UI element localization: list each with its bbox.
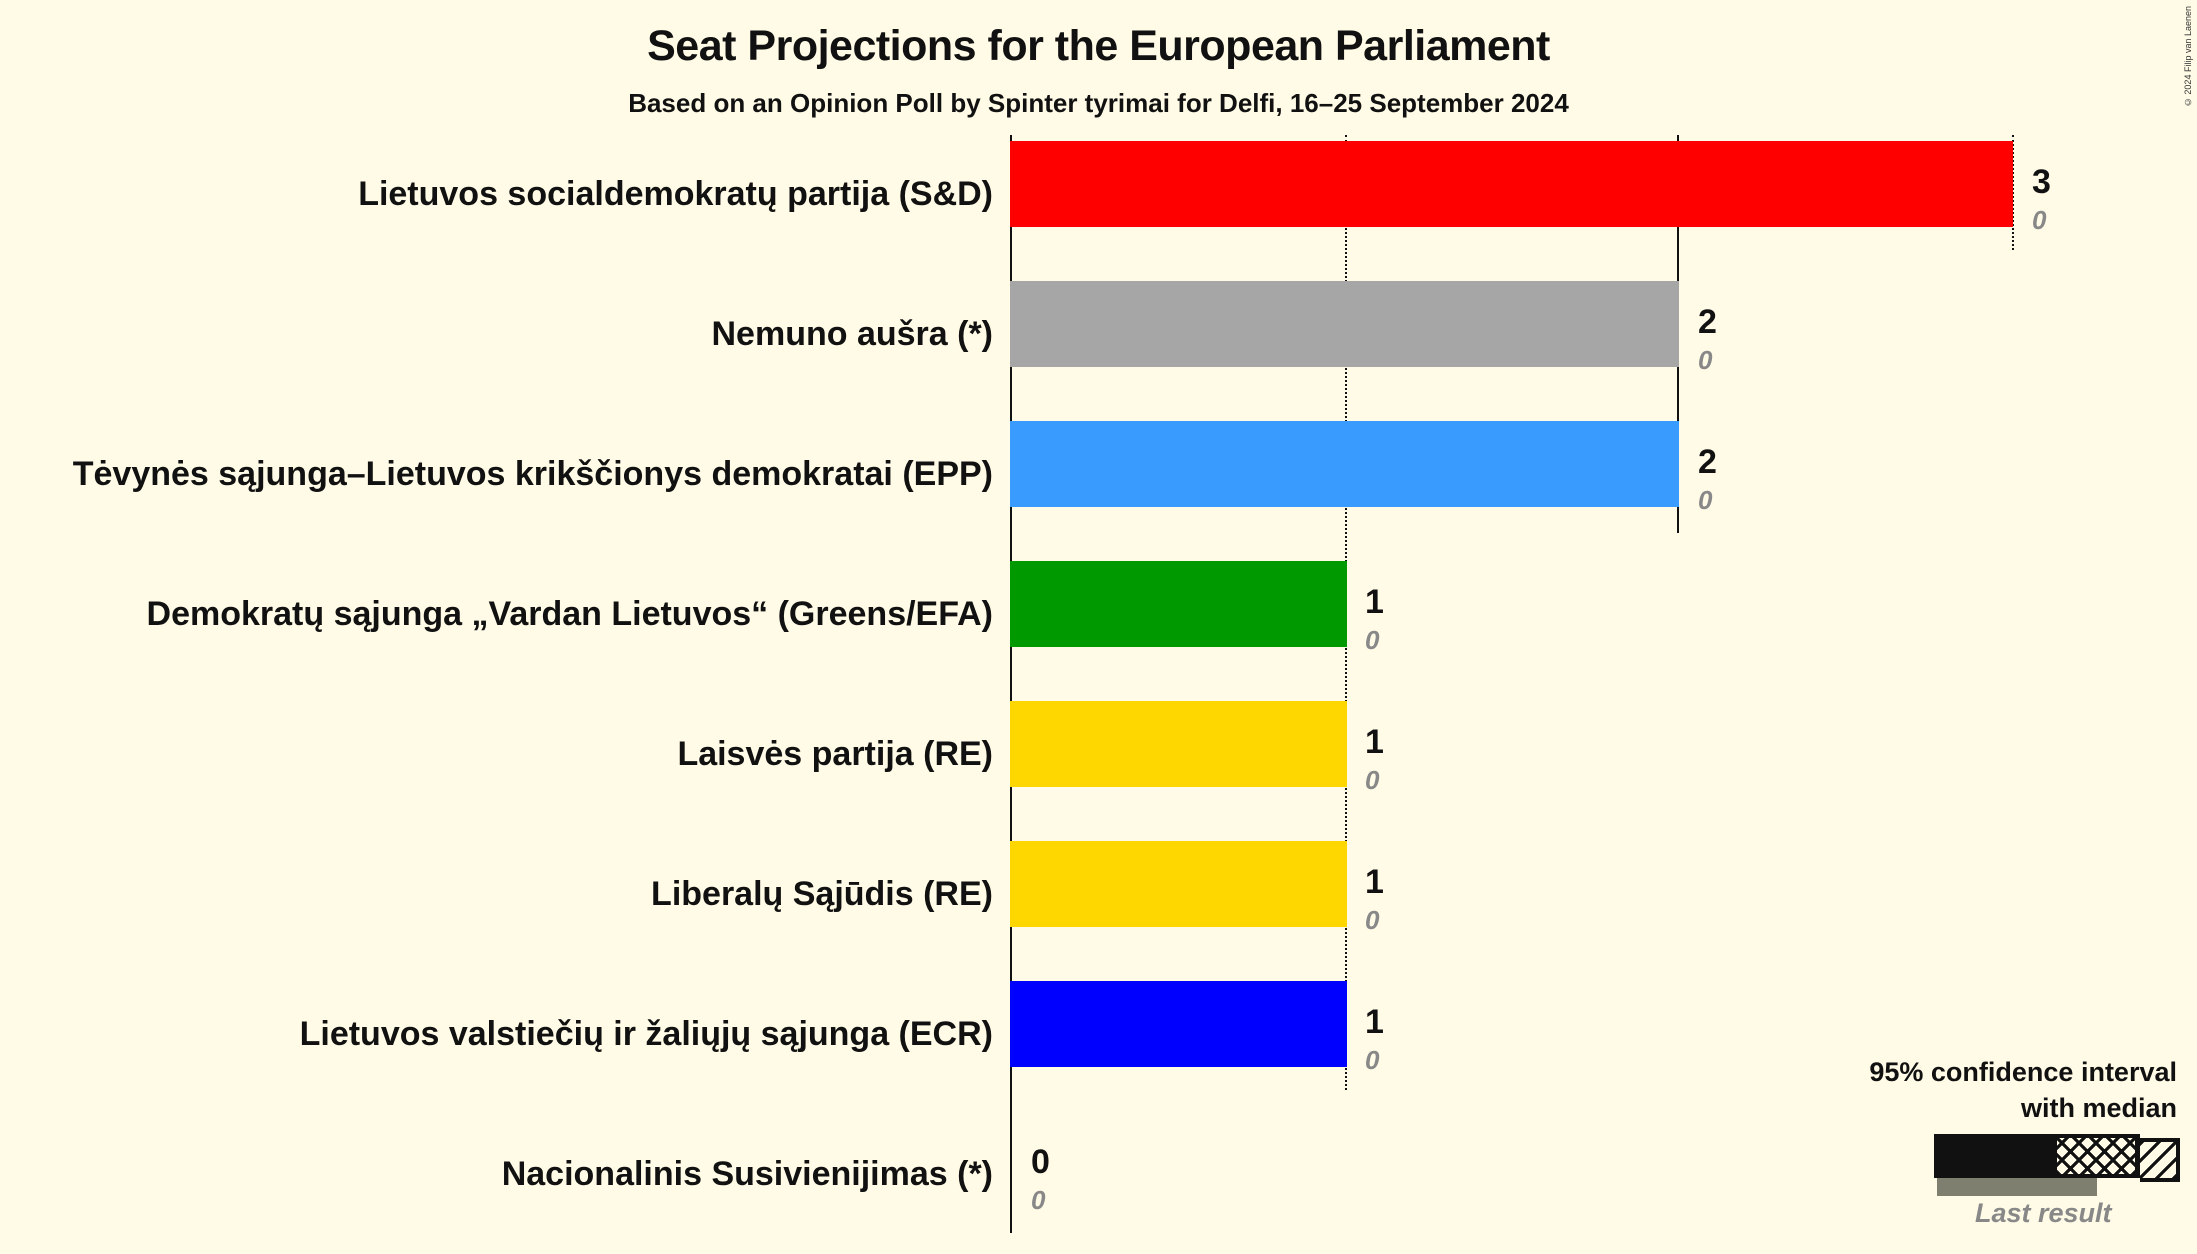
last-result-value: 0 bbox=[1698, 485, 1713, 515]
legend-title: 95% confidence interval with median bbox=[1869, 1054, 2177, 1126]
last-result-value: 0 bbox=[1365, 1045, 1380, 1075]
last-result-value: 0 bbox=[1365, 625, 1380, 655]
median-value: 2 bbox=[1698, 303, 1717, 341]
seat-bar bbox=[1010, 561, 1347, 647]
copyright-note: © 2024 Filip van Laenen bbox=[2183, 6, 2193, 108]
seat-bar bbox=[1010, 281, 1679, 367]
last-result-value: 0 bbox=[1031, 1185, 1046, 1215]
party-label: Nemuno aušra (*) bbox=[711, 315, 994, 353]
median-value: 1 bbox=[1365, 863, 1384, 901]
seat-bar bbox=[1010, 701, 1347, 787]
last-result-value: 0 bbox=[1365, 765, 1380, 795]
chart-title: Seat Projections for the European Parlia… bbox=[647, 22, 1550, 70]
chart-subtitle: Based on an Opinion Poll by Spinter tyri… bbox=[628, 88, 1569, 118]
party-label: Lietuvos socialdemokratų partija (S&D) bbox=[358, 175, 993, 213]
party-label: Lietuvos valstiečių ir žaliųjų sąjunga (… bbox=[299, 1015, 993, 1053]
legend-crosshatch-swatch bbox=[2057, 1138, 2135, 1174]
last-result-value: 0 bbox=[1365, 905, 1380, 935]
party-label: Liberalų Sąjūdis (RE) bbox=[651, 875, 993, 913]
median-value: 1 bbox=[1365, 723, 1384, 761]
legend-title-line2: with median bbox=[2020, 1093, 2177, 1123]
median-value: 2 bbox=[1698, 443, 1717, 481]
median-value: 1 bbox=[1365, 583, 1384, 621]
party-label: Demokratų sąjunga „Vardan Lietuvos“ (Gre… bbox=[146, 595, 993, 633]
legend-last-result-label: Last result bbox=[1975, 1198, 2112, 1228]
party-label: Tėvynės sąjunga–Lietuvos krikščionys dem… bbox=[72, 455, 993, 493]
legend-hatch-swatch bbox=[2140, 1138, 2180, 1182]
party-label: Laisvės partija (RE) bbox=[677, 735, 993, 773]
seat-bar bbox=[1010, 981, 1347, 1067]
last-result-value: 0 bbox=[2032, 205, 2047, 235]
seat-bar bbox=[1010, 421, 1679, 507]
median-value: 0 bbox=[1031, 1143, 1050, 1181]
seat-bar bbox=[1010, 141, 2013, 227]
median-value: 3 bbox=[2032, 163, 2051, 201]
legend-title-line1: 95% confidence interval bbox=[1869, 1057, 2177, 1087]
seat-bar bbox=[1010, 841, 1347, 927]
party-label: Nacionalinis Susivienijimas (*) bbox=[501, 1155, 993, 1193]
gridline-3-seats bbox=[2012, 135, 2014, 250]
median-value: 1 bbox=[1365, 1003, 1384, 1041]
last-result-value: 0 bbox=[1698, 345, 1713, 375]
legend-last-result-bar bbox=[1937, 1178, 2097, 1196]
y-axis-line bbox=[1010, 135, 1012, 1233]
